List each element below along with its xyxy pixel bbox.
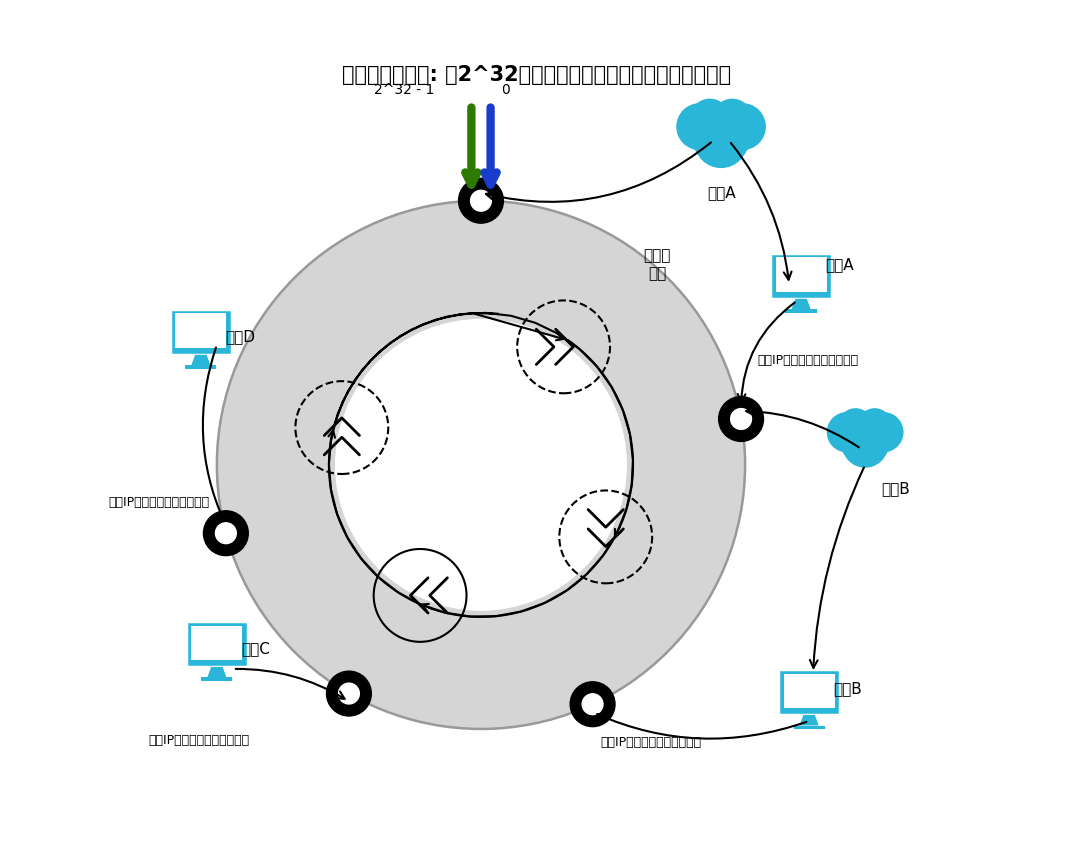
Circle shape: [863, 412, 903, 452]
Text: 2^32 - 1: 2^32 - 1: [374, 83, 435, 97]
Circle shape: [216, 523, 236, 544]
Circle shape: [857, 408, 892, 443]
Circle shape: [691, 103, 752, 164]
Circle shape: [694, 115, 748, 168]
FancyBboxPatch shape: [201, 677, 232, 681]
Circle shape: [838, 408, 873, 443]
FancyBboxPatch shape: [170, 309, 232, 354]
Polygon shape: [799, 715, 818, 726]
Polygon shape: [191, 354, 211, 366]
Circle shape: [203, 511, 248, 556]
Text: 根据IP或者其他信息进行取模: 根据IP或者其他信息进行取模: [600, 736, 701, 749]
Text: 一致性哈希算法: 对2^32取模，将哈希值空间组织成虚拟的圆环: 一致性哈希算法: 对2^32取模，将哈希值空间组织成虚拟的圆环: [343, 65, 731, 85]
Polygon shape: [207, 667, 227, 677]
FancyBboxPatch shape: [785, 309, 816, 313]
Text: 数据B: 数据B: [881, 481, 910, 496]
Circle shape: [719, 396, 764, 442]
Text: 取模后
放到: 取模后 放到: [643, 248, 671, 281]
Circle shape: [839, 412, 891, 465]
Text: 根据IP或者其他信息进行取模: 根据IP或者其他信息进行取模: [757, 354, 858, 367]
Circle shape: [326, 671, 372, 716]
FancyBboxPatch shape: [775, 258, 827, 292]
Circle shape: [470, 190, 492, 211]
Text: 数据A: 数据A: [707, 185, 736, 199]
Circle shape: [336, 319, 626, 610]
Circle shape: [338, 683, 360, 704]
Text: 节点C: 节点C: [241, 641, 270, 657]
Circle shape: [217, 201, 745, 729]
Text: 根据IP或者其他信息进行取模: 根据IP或者其他信息进行取模: [108, 496, 209, 509]
FancyBboxPatch shape: [778, 669, 840, 715]
Circle shape: [712, 98, 753, 139]
FancyBboxPatch shape: [770, 253, 832, 299]
FancyBboxPatch shape: [185, 366, 217, 369]
Circle shape: [827, 412, 867, 452]
FancyBboxPatch shape: [186, 621, 248, 667]
FancyBboxPatch shape: [175, 313, 227, 348]
Text: 节点B: 节点B: [833, 681, 861, 697]
FancyBboxPatch shape: [784, 674, 834, 708]
Circle shape: [582, 694, 603, 715]
FancyBboxPatch shape: [191, 626, 243, 660]
Circle shape: [459, 178, 504, 223]
Text: 节点A: 节点A: [825, 258, 854, 272]
Text: 0: 0: [500, 83, 510, 97]
Circle shape: [719, 103, 766, 150]
Text: 根据IP或者其他信息进行取模: 根据IP或者其他信息进行取模: [149, 734, 250, 746]
Circle shape: [690, 98, 730, 139]
Circle shape: [677, 103, 723, 150]
Text: 节点D: 节点D: [224, 330, 255, 344]
Circle shape: [730, 408, 752, 430]
Polygon shape: [792, 299, 811, 309]
FancyBboxPatch shape: [794, 726, 825, 729]
Circle shape: [842, 422, 888, 467]
Circle shape: [570, 681, 615, 727]
